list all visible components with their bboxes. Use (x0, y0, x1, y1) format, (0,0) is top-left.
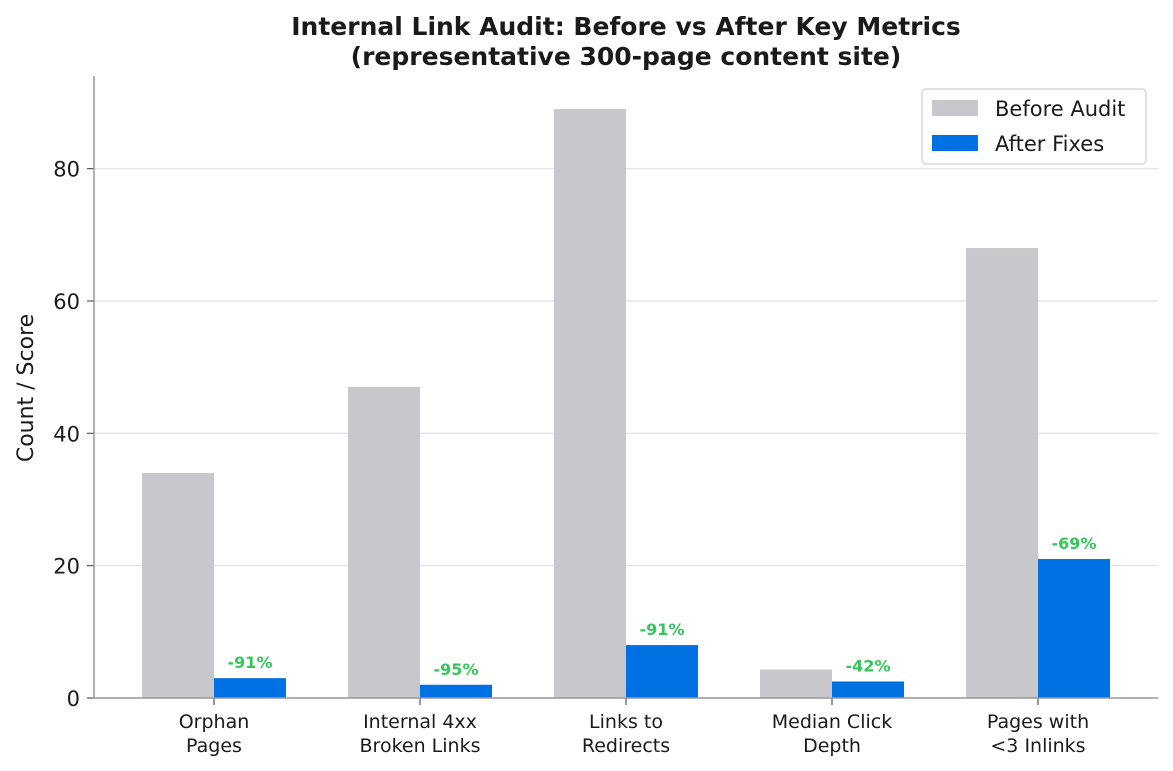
y-tick-label: 60 (53, 290, 80, 314)
chart-subtitle: (representative 300-page content site) (351, 42, 902, 71)
bar-after-fixes (1038, 559, 1110, 698)
change-annotation: -95% (434, 660, 479, 679)
bar-after-fixes (214, 678, 286, 698)
legend-swatch (932, 135, 978, 151)
axes (87, 76, 1158, 705)
y-axis-label: Count / Score (14, 314, 39, 462)
change-annotation: -91% (640, 620, 685, 639)
bar-before-audit (760, 669, 832, 698)
x-tick-label: Orphan (179, 711, 250, 733)
legend-label[interactable]: Before Audit (995, 97, 1125, 121)
y-tick-label: 20 (53, 555, 80, 579)
bar-annotations: -91% -95% -91% -42% -69% (228, 534, 1097, 679)
change-annotation: -69% (1052, 534, 1097, 553)
legend-swatch (932, 100, 978, 116)
bar-after-fixes (420, 684, 492, 698)
x-tick-label: <3 Inlinks (990, 735, 1085, 757)
bars (142, 109, 1110, 699)
bar-after-fixes (626, 645, 698, 698)
x-tick-label: Depth (803, 735, 861, 757)
x-tick-label: Broken Links (360, 735, 481, 757)
y-tick-label: 80 (53, 158, 80, 182)
bar-before-audit (554, 109, 626, 699)
bar-before-audit (142, 473, 214, 698)
legend-label[interactable]: After Fixes (995, 132, 1104, 156)
x-tick-label: Links to (589, 711, 663, 733)
x-tick-label: Redirects (582, 735, 670, 757)
bar-after-fixes (832, 681, 904, 698)
change-annotation: -91% (228, 653, 273, 672)
y-tick-label: 0 (67, 687, 80, 711)
bar-before-audit (966, 248, 1038, 699)
y-tick-label: 40 (53, 422, 80, 446)
bar-before-audit (348, 387, 420, 698)
change-annotation: -42% (846, 656, 891, 675)
x-tick-label: Internal 4xx (363, 711, 477, 733)
chart-title: Internal Link Audit: Before vs After Key… (291, 12, 961, 41)
legend[interactable]: Before Audit After Fixes (921, 88, 1147, 165)
x-tick-label: Median Click (772, 711, 892, 733)
x-tick-label: Pages with (987, 711, 1089, 733)
x-tick-label: Pages (186, 735, 242, 757)
